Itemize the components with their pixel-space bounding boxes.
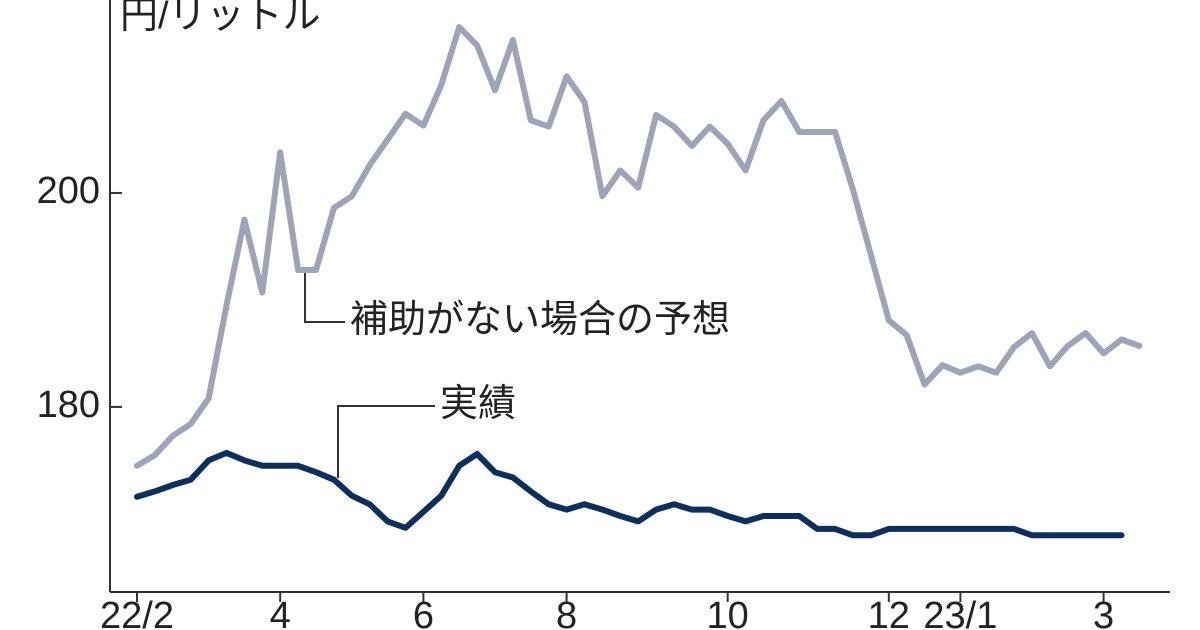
x-tick-label: 8 (556, 595, 577, 630)
x-tick-label: 6 (413, 595, 434, 630)
x-tick-label: 23/1 (923, 595, 997, 630)
series-line (134, 24, 1143, 469)
leader-line (337, 405, 435, 478)
annotation: 実績 (440, 383, 516, 425)
leader-line (304, 268, 345, 323)
x-tick-label: 10 (707, 595, 749, 630)
annotation: 補助がない場合の予想 (350, 299, 730, 341)
y-tick-label: 200 (37, 170, 100, 212)
x-tick-label: 22/2 (100, 595, 174, 630)
y-tick-label: 180 (37, 384, 100, 426)
series-line (134, 449, 1125, 539)
x-tick-label: 3 (1093, 595, 1114, 630)
x-tick-label: 12 (868, 595, 910, 630)
x-tick-label: 4 (270, 595, 291, 630)
unit-label: 円/リットル (120, 0, 321, 37)
